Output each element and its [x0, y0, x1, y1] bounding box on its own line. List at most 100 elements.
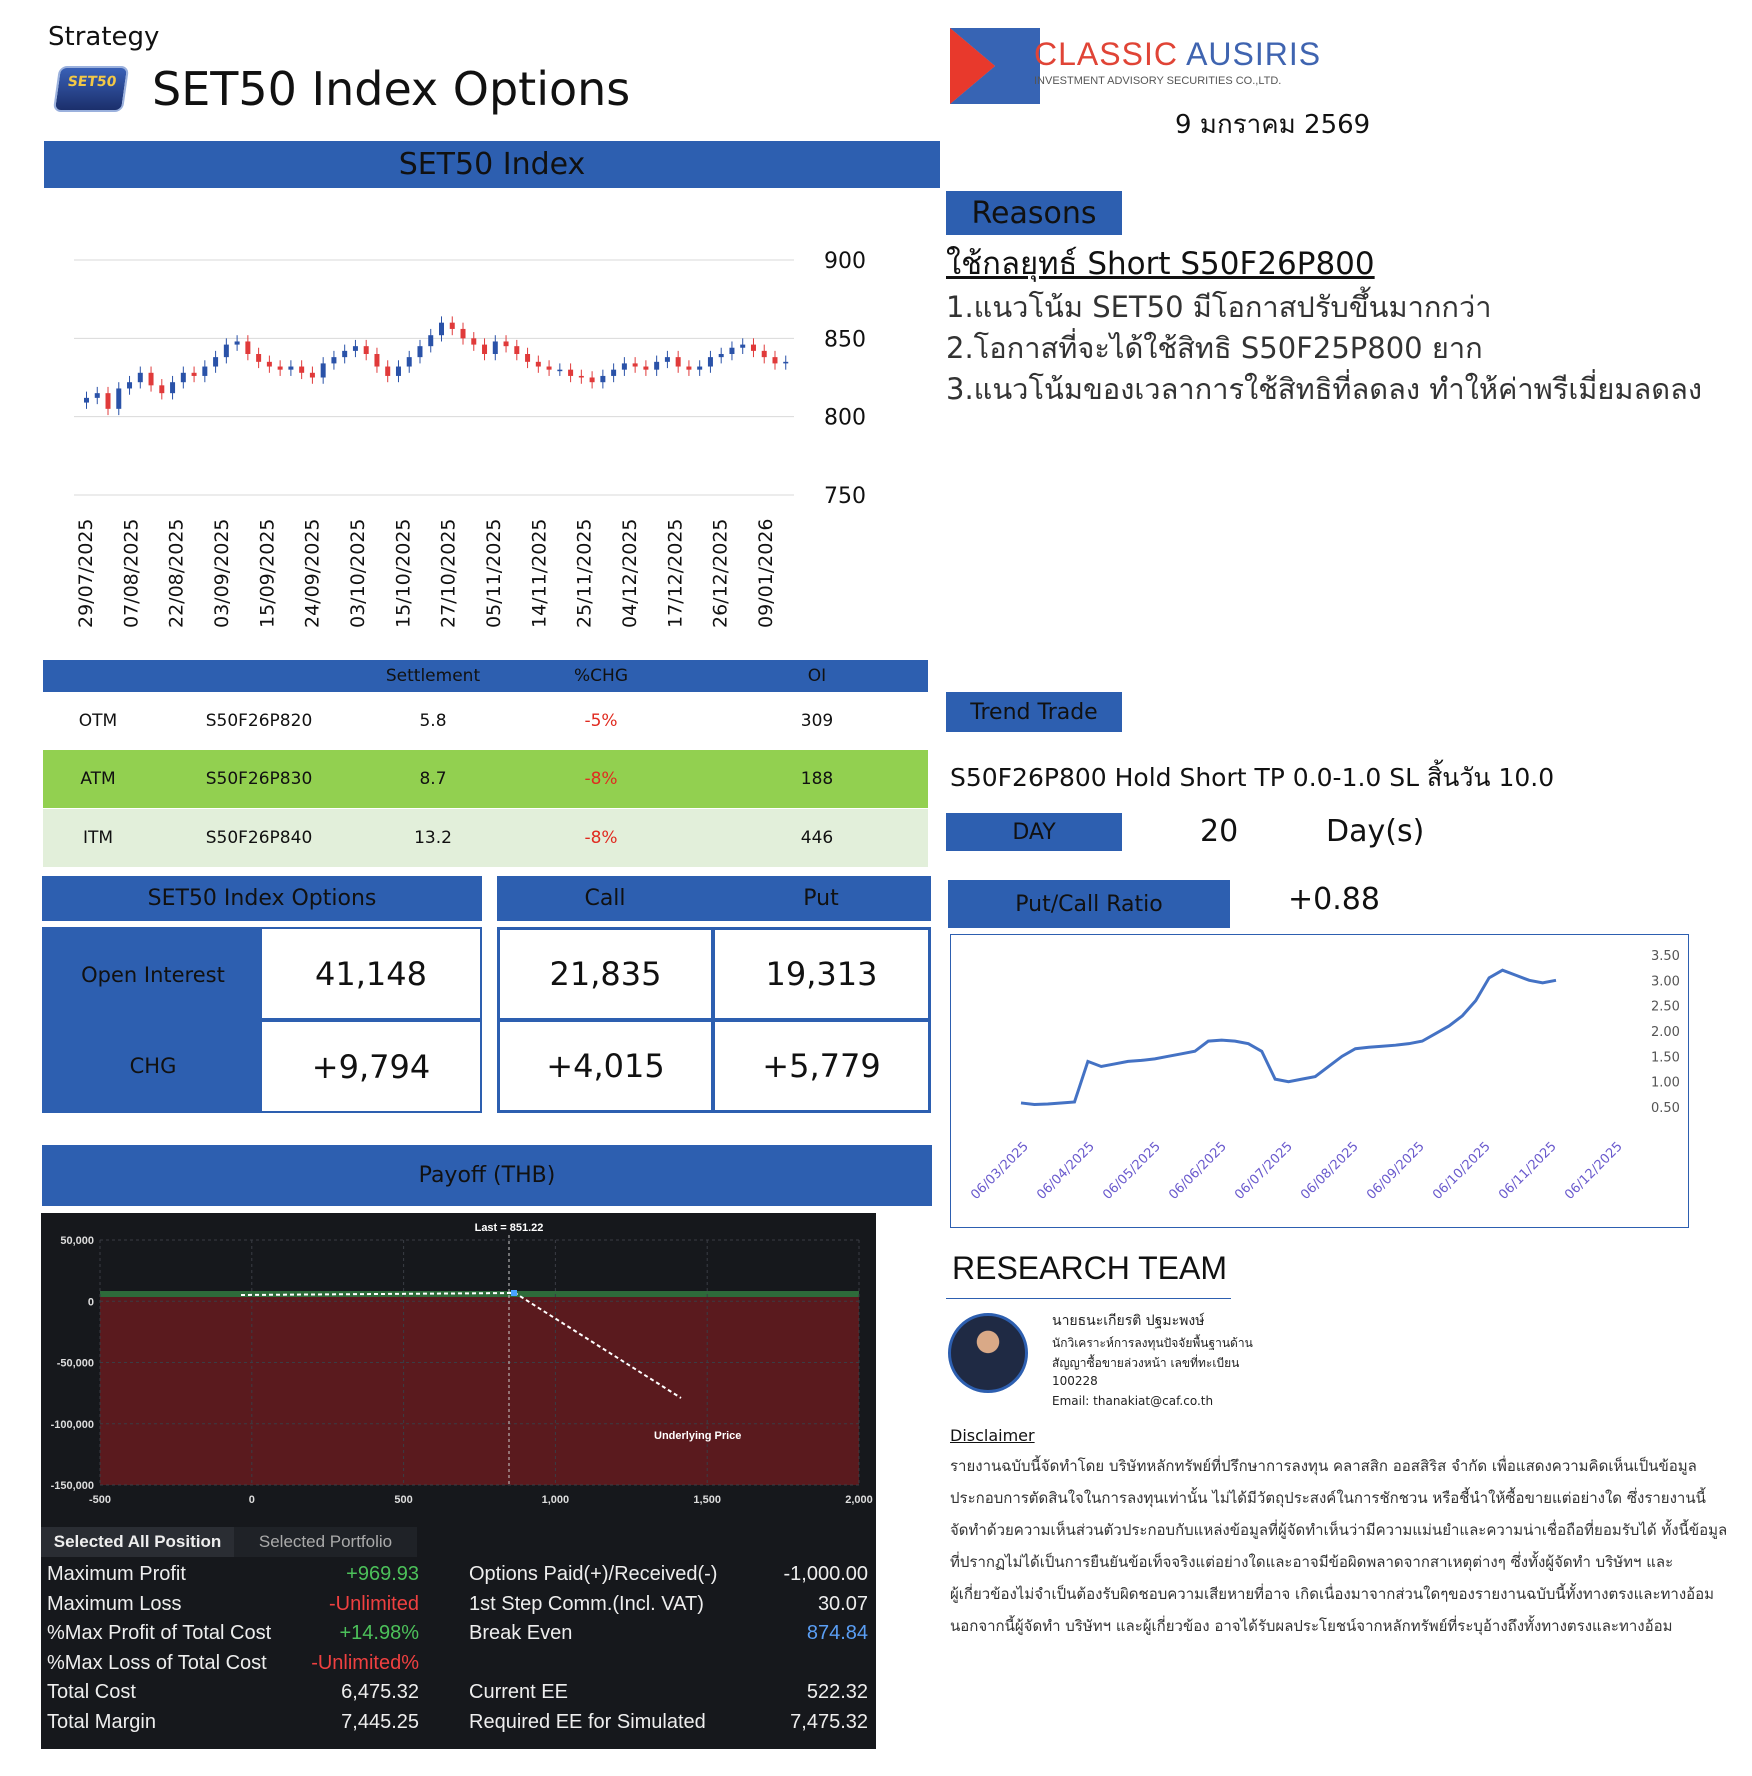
candle	[213, 357, 219, 367]
candle	[202, 366, 208, 376]
candle	[621, 363, 627, 370]
stat-row: %Max Loss of Total Cost -Unlimited%	[41, 1652, 876, 1680]
candle	[417, 346, 423, 358]
y-tick-label: 1.50	[1651, 1050, 1680, 1065]
call-header: Call	[584, 886, 626, 911]
analyst-avatar	[948, 1313, 1028, 1393]
disclaimer-line: จัดทำด้วยความเห็นส่วนตัวประกอบกับแหล่งข้…	[950, 1521, 1728, 1539]
row-series: S50F26P830	[205, 769, 313, 789]
candle	[245, 341, 251, 354]
options-row: OTM S50F26P820 5.8 -5% 309	[43, 692, 928, 750]
call-oi-value: 21,835	[500, 930, 711, 1018]
disclaimer-line: ประกอบการตัดสินใจในการลงทุนเท่านั้น ไม่ไ…	[950, 1489, 1706, 1507]
analyst-email[interactable]: Email: thanakiat@caf.co.th	[1052, 1394, 1214, 1408]
candle	[492, 341, 498, 354]
x-tick-label: 03/09/2025	[211, 518, 233, 628]
last-price-label: Last = 851.22	[475, 1222, 544, 1234]
x-tick-label: 06/06/2025	[1166, 1139, 1230, 1203]
x-tick-label: 06/11/2025	[1496, 1139, 1560, 1203]
stat-label: Options Paid(+)/Received(-)	[469, 1563, 718, 1585]
oi-header: OI	[807, 666, 827, 686]
strategy-label: Strategy	[48, 22, 160, 52]
candle	[686, 366, 692, 370]
candle	[266, 361, 272, 367]
chg-value: +9,794	[262, 1022, 480, 1111]
row-chg: -8%	[584, 828, 618, 848]
disclaimer-line: รายงานฉบับนี้จัดทำโดย บริษัทหลักทรัพย์ที…	[950, 1457, 1697, 1475]
put-oi-value: 19,313	[715, 930, 928, 1018]
candle	[180, 372, 186, 383]
candle	[439, 322, 444, 336]
options-row: ITM S50F26P840 13.2 -8% 446	[43, 809, 928, 867]
x-tick-label: 06/10/2025	[1430, 1139, 1494, 1203]
x-tick-label: 05/11/2025	[483, 518, 505, 628]
call-put-panel: 21,835 19,313 +4,015 +5,779	[497, 927, 931, 1113]
reason-item: 1.แนวโน้ม SET50 มีโอกาสปรับขึ้นมากกว่า	[946, 290, 1492, 324]
stat-label: %Max Profit of Total Cost	[47, 1622, 272, 1644]
stat-row: Total Margin 7,445.25 Required EE for Simu…	[41, 1711, 876, 1739]
stat-row: Maximum Loss -Unlimited 1st Step Comm.(Inc…	[41, 1593, 876, 1621]
candle	[94, 393, 100, 398]
pcr-line	[1020, 968, 1557, 1106]
candle	[654, 361, 660, 370]
x-tick-label: 03/10/2025	[347, 518, 369, 628]
x-tick-label: 06/05/2025	[1100, 1139, 1164, 1203]
candle	[707, 357, 713, 367]
tab-selected-portfolio[interactable]: Selected Portfolio	[234, 1527, 417, 1557]
day-value: 20	[1200, 814, 1239, 849]
company-logo-icon	[950, 28, 1040, 104]
stat-value: 30.07	[817, 1592, 868, 1615]
x-tick-label: 27/10/2025	[438, 518, 460, 628]
report-date: 9 มกราคม 2569	[1175, 110, 1371, 140]
row-chg: -8%	[584, 769, 618, 789]
options-table-header: Settlement %CHG OI	[43, 660, 928, 692]
put-chg-value: +5,779	[715, 1022, 928, 1110]
set50-candlestick-chart: 900 850 800 750 29/07/2025 07/08/2025 22/08/20…	[74, 249, 866, 628]
y-tick-label: 3.00	[1651, 974, 1680, 989]
x-tick-label: 06/03/2025	[968, 1139, 1032, 1203]
open-interest-value: 41,148	[262, 929, 480, 1018]
research-divider	[946, 1298, 1231, 1299]
set50-index-header: SET50 Index	[44, 141, 940, 188]
candle	[406, 357, 412, 367]
y-tick-label: 50,000	[60, 1235, 94, 1247]
disclaimer-line: ผู้เกี่ยวข้องไม่จำเป็นต้องรับผิดชอบความเ…	[950, 1585, 1715, 1603]
candle	[395, 366, 401, 376]
candle	[718, 354, 724, 358]
call-put-header: Call Put	[497, 876, 931, 921]
row-type: OTM	[78, 711, 118, 731]
candle	[428, 335, 434, 347]
candle	[471, 338, 477, 345]
reason-item: 2.โอกาสที่จะได้ใช้สิทธิ S50F25P800 ยาก	[946, 331, 1483, 365]
page-title: SET50 Index Options	[152, 62, 631, 116]
candle	[234, 341, 240, 345]
stat-value: 6,475.32	[341, 1681, 419, 1703]
x-tick-label: -500	[89, 1494, 111, 1506]
candle	[352, 346, 358, 351]
stat-value: -Unlimited	[328, 1592, 419, 1615]
stat-value: -1,000.00	[783, 1563, 868, 1585]
stat-label: Break Even	[469, 1622, 573, 1644]
row-settlement: 13.2	[414, 828, 452, 848]
tab-selected-all-position[interactable]: Selected All Position	[41, 1527, 234, 1557]
y-tick-label: 2.00	[1651, 1025, 1680, 1040]
put-call-ratio-value: +0.88	[1288, 882, 1380, 917]
x-tick-label: 1,500	[693, 1494, 721, 1506]
stat-value: +14.98%	[339, 1622, 419, 1644]
candle	[525, 354, 531, 362]
x-tick-label: 2,000	[845, 1494, 873, 1506]
chg-header: %CHG	[574, 666, 628, 686]
reasons-header: Reasons	[946, 191, 1122, 235]
candle	[600, 375, 606, 383]
row-settlement: 5.8	[419, 711, 447, 731]
row-oi: 309	[800, 711, 834, 731]
candle	[783, 361, 789, 364]
x-tick-label: 29/07/2025	[75, 518, 97, 628]
candle	[299, 366, 305, 373]
stat-row: Maximum Profit +969.93 Options Paid(+)/Rec…	[41, 1563, 876, 1591]
put-call-ratio-label: Put/Call Ratio	[948, 880, 1230, 928]
x-tick-label: 1,000	[542, 1494, 570, 1506]
row-settlement: 8.7	[419, 769, 447, 789]
call-chg-value: +4,015	[500, 1022, 711, 1110]
candle	[750, 344, 756, 351]
